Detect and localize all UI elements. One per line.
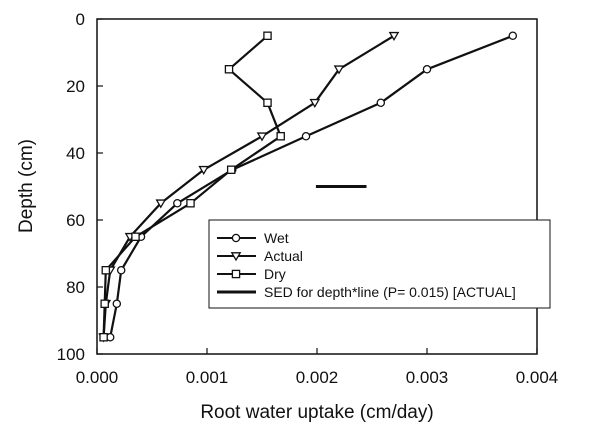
data-point-actual bbox=[155, 199, 167, 209]
data-point-wet bbox=[376, 98, 386, 108]
data-point-dry bbox=[226, 165, 236, 174]
legend-label-wet: Wet bbox=[264, 230, 289, 246]
y-axis-title: Depth (cm) bbox=[16, 139, 37, 233]
y-tick-label: 0 bbox=[76, 10, 85, 29]
data-point-actual bbox=[198, 165, 210, 176]
legend-marker-dry bbox=[231, 269, 241, 279]
y-tick-label: 80 bbox=[66, 278, 85, 297]
data-point-dry bbox=[263, 98, 272, 108]
data-point-actual bbox=[333, 65, 345, 75]
data-point-dry bbox=[99, 332, 108, 342]
series-line-dry bbox=[102, 34, 282, 338]
y-tick-label: 20 bbox=[66, 77, 85, 96]
data-point-wet bbox=[422, 65, 432, 74]
data-point-wet bbox=[116, 265, 126, 275]
legend-label-sed: SED for depth*line (P= 0.015) [ACTUAL] bbox=[264, 284, 516, 300]
legend-label-dry: Dry bbox=[264, 266, 286, 282]
data-point-dry bbox=[100, 299, 109, 308]
x-tick-label: 0.001 bbox=[186, 368, 229, 387]
x-tick-label: 0.000 bbox=[76, 368, 119, 387]
legend: Wet Actual Dry SED for depth*line (P= 0.015… bbox=[208, 219, 551, 309]
data-point-wet bbox=[173, 198, 182, 208]
data-point-wet bbox=[112, 299, 122, 308]
data-point-dry bbox=[224, 65, 234, 74]
y-tick-label: 100 bbox=[57, 345, 85, 364]
x-tick-label: 0.003 bbox=[406, 368, 449, 387]
legend-marker-wet bbox=[231, 233, 241, 243]
x-tick-label: 0.004 bbox=[516, 368, 559, 387]
data-point-dry bbox=[186, 198, 195, 208]
data-point-dry bbox=[131, 232, 140, 241]
series-dry bbox=[99, 31, 285, 342]
y-tick-label: 60 bbox=[66, 211, 85, 230]
data-point-dry bbox=[276, 131, 285, 141]
data-point-actual bbox=[388, 31, 400, 42]
y-tick-label: 40 bbox=[66, 144, 85, 163]
data-point-actual bbox=[256, 132, 268, 142]
data-point-wet bbox=[301, 131, 311, 141]
series-line-wet bbox=[109, 34, 514, 338]
x-tick-label: 0.002 bbox=[296, 368, 339, 387]
legend-label-actual: Actual bbox=[264, 248, 303, 264]
data-point-actual bbox=[309, 98, 321, 109]
y-axis-ticks: 0 20 40 60 80 100 bbox=[57, 10, 103, 364]
series-layer bbox=[98, 31, 518, 343]
data-point-dry bbox=[101, 265, 111, 275]
data-point-dry bbox=[263, 31, 272, 41]
x-axis-title: Root water uptake (cm/day) bbox=[200, 402, 433, 423]
x-axis-ticks: 0.000 0.001 0.002 0.003 0.004 bbox=[76, 348, 559, 387]
data-point-wet bbox=[508, 31, 518, 41]
legend-box bbox=[208, 219, 551, 309]
series-line-actual bbox=[102, 34, 395, 338]
legend-marker-actual bbox=[230, 252, 242, 262]
